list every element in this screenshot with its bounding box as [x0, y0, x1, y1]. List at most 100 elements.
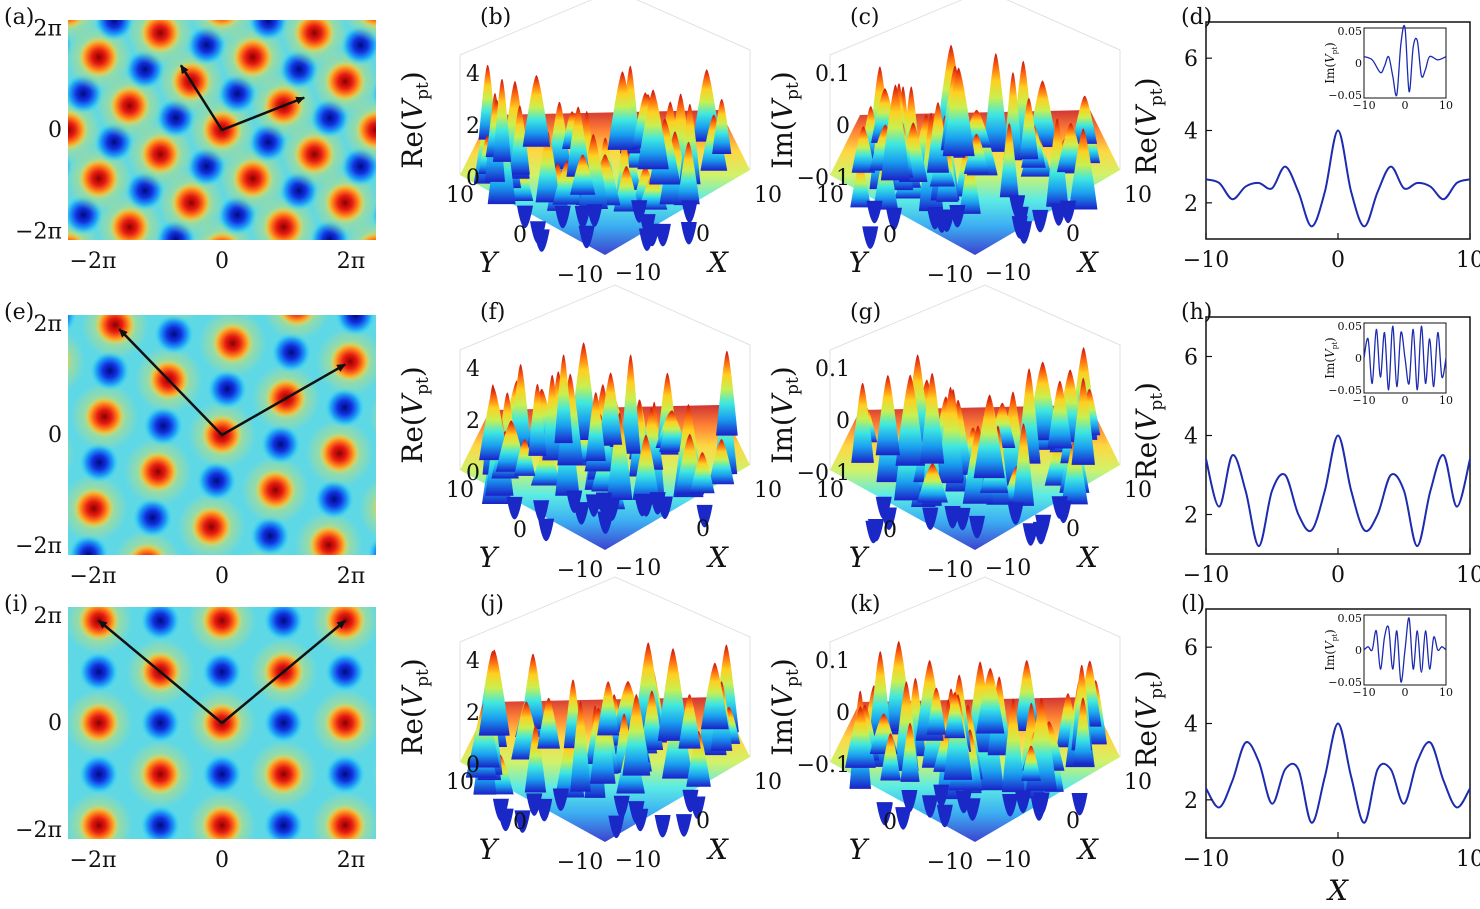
inset-y-axis-label: Im(Vpt) — [1323, 629, 1339, 670]
panel-label: (d) — [1181, 5, 1212, 30]
y-axis-label: Re(Vpt) — [1130, 382, 1167, 479]
y-tick-label: −2π — [15, 220, 62, 245]
field-maximum — [17, 183, 57, 223]
surface-peak — [662, 705, 693, 779]
surface-peak — [514, 439, 536, 476]
field-minimum — [153, 315, 194, 355]
field-maximum — [140, 857, 180, 897]
heatmap-panel-e: −2π 0 2π 2π 0 −2π (e) — [4, 300, 376, 589]
inset-y-tick-label: −0.05 — [1328, 676, 1362, 689]
svg-text:Re(Vpt): Re(Vpt) — [396, 658, 433, 755]
x-tick-label: −2π — [70, 564, 117, 589]
z-axis-label: Im(Vpt) — [766, 658, 803, 755]
surface-peak — [1072, 95, 1098, 144]
field-maximum — [17, 857, 57, 897]
surface-valley — [1009, 195, 1026, 218]
field-highlight — [369, 396, 376, 437]
y-tick-label: 6 — [1184, 636, 1198, 661]
lattice-vector-arrow — [221, 96, 306, 132]
surface-valley — [969, 515, 986, 539]
surface-valley — [867, 519, 884, 542]
surface-peak — [620, 354, 641, 454]
surface-peak — [1046, 118, 1069, 207]
surface-peak — [880, 733, 901, 781]
surface-peak — [926, 687, 946, 735]
field-highlight — [126, 242, 194, 310]
field-maximum — [0, 134, 26, 174]
field-highlight — [372, 164, 376, 193]
x-axis-name: X — [1076, 833, 1099, 866]
y-tick-label: 0 — [883, 223, 897, 248]
axis-box — [459, 576, 751, 762]
field-maximum — [17, 61, 57, 101]
surface-valley — [526, 793, 543, 816]
lattice-vector-arrow — [179, 64, 224, 131]
inset-x-tick-label: 0 — [1402, 394, 1409, 407]
surface-peaks — [845, 641, 1107, 800]
inset-x-tick-label: 10 — [1439, 394, 1453, 407]
inset-x-tick-label: −10 — [1352, 394, 1375, 407]
surface-valley — [696, 504, 713, 528]
field-maximum — [68, 350, 72, 373]
y-tick-label: 10 — [446, 770, 474, 795]
z-tick-label: 0 — [466, 461, 480, 486]
field-maximum — [294, 20, 335, 53]
panel-label: (k) — [850, 592, 881, 617]
surface-valley — [514, 810, 531, 833]
field-maximum — [171, 182, 212, 223]
z-tick-label: 2 — [466, 114, 480, 139]
field-highlight — [373, 843, 441, 909]
field-highlight — [114, 529, 181, 555]
z-tick-label: −0.1 — [797, 166, 850, 191]
field-maximum — [140, 754, 181, 795]
surface-valleys — [876, 784, 1088, 830]
field-maximum — [129, 543, 166, 555]
z-tick-label: 0 — [836, 409, 850, 434]
field-minimum — [68, 315, 77, 333]
surface-peak — [570, 701, 591, 792]
axis-box — [829, 0, 1121, 175]
field-minimum — [324, 387, 365, 428]
x-tick-label: 0 — [1066, 809, 1080, 834]
surface-peak — [589, 704, 616, 784]
y-tick-label: 4 — [1184, 713, 1198, 738]
surface-peak — [1073, 697, 1093, 765]
field-highlight — [404, 0, 472, 18]
x-tick-label: −10 — [1183, 563, 1229, 588]
surface-peak — [875, 375, 900, 456]
field-maximum — [78, 703, 119, 743]
y-tick-label: −10 — [927, 263, 973, 288]
z-tick-label: 4 — [466, 62, 480, 87]
field-maximum — [387, 754, 427, 794]
surface-valley — [682, 789, 699, 813]
field-minimum — [78, 754, 119, 795]
surface-valley — [656, 496, 673, 519]
y-tick-label: 2 — [1184, 504, 1198, 529]
z-tick-label: 4 — [466, 357, 480, 382]
field-highlight — [96, 0, 164, 18]
surface-valley — [554, 205, 571, 229]
field-minimum — [263, 703, 304, 743]
surface-peak — [657, 648, 689, 741]
surface-peak — [937, 386, 964, 484]
x-tick-label: 10 — [1456, 847, 1480, 872]
svg-text:Re(Vpt): Re(Vpt) — [1130, 382, 1167, 479]
field-maximum — [232, 37, 273, 78]
inset-x-tick-label: 0 — [1402, 99, 1409, 112]
field-highlight — [68, 433, 75, 474]
line-panel-l: −10 0 10 2 4 6 Re(Vpt) X (l) −10 0 10 0.05 0 −0.05 Im(V… — [1130, 592, 1480, 907]
inset-series-line — [1363, 24, 1447, 97]
field-maximum — [319, 433, 360, 474]
z-tick-label: 0.1 — [815, 357, 850, 382]
y-tick-label: −2π — [15, 818, 62, 843]
field-maximum — [372, 497, 376, 520]
surface-peak — [622, 694, 651, 776]
field-minimum — [387, 601, 427, 641]
field-maximum — [294, 134, 335, 175]
y-tick-label: 10 — [816, 183, 844, 208]
panel-label: (h) — [1181, 300, 1212, 325]
field-maximum — [325, 703, 366, 743]
surface-valley — [552, 788, 569, 812]
field-highlight — [68, 657, 72, 687]
field-maximum — [110, 0, 150, 4]
